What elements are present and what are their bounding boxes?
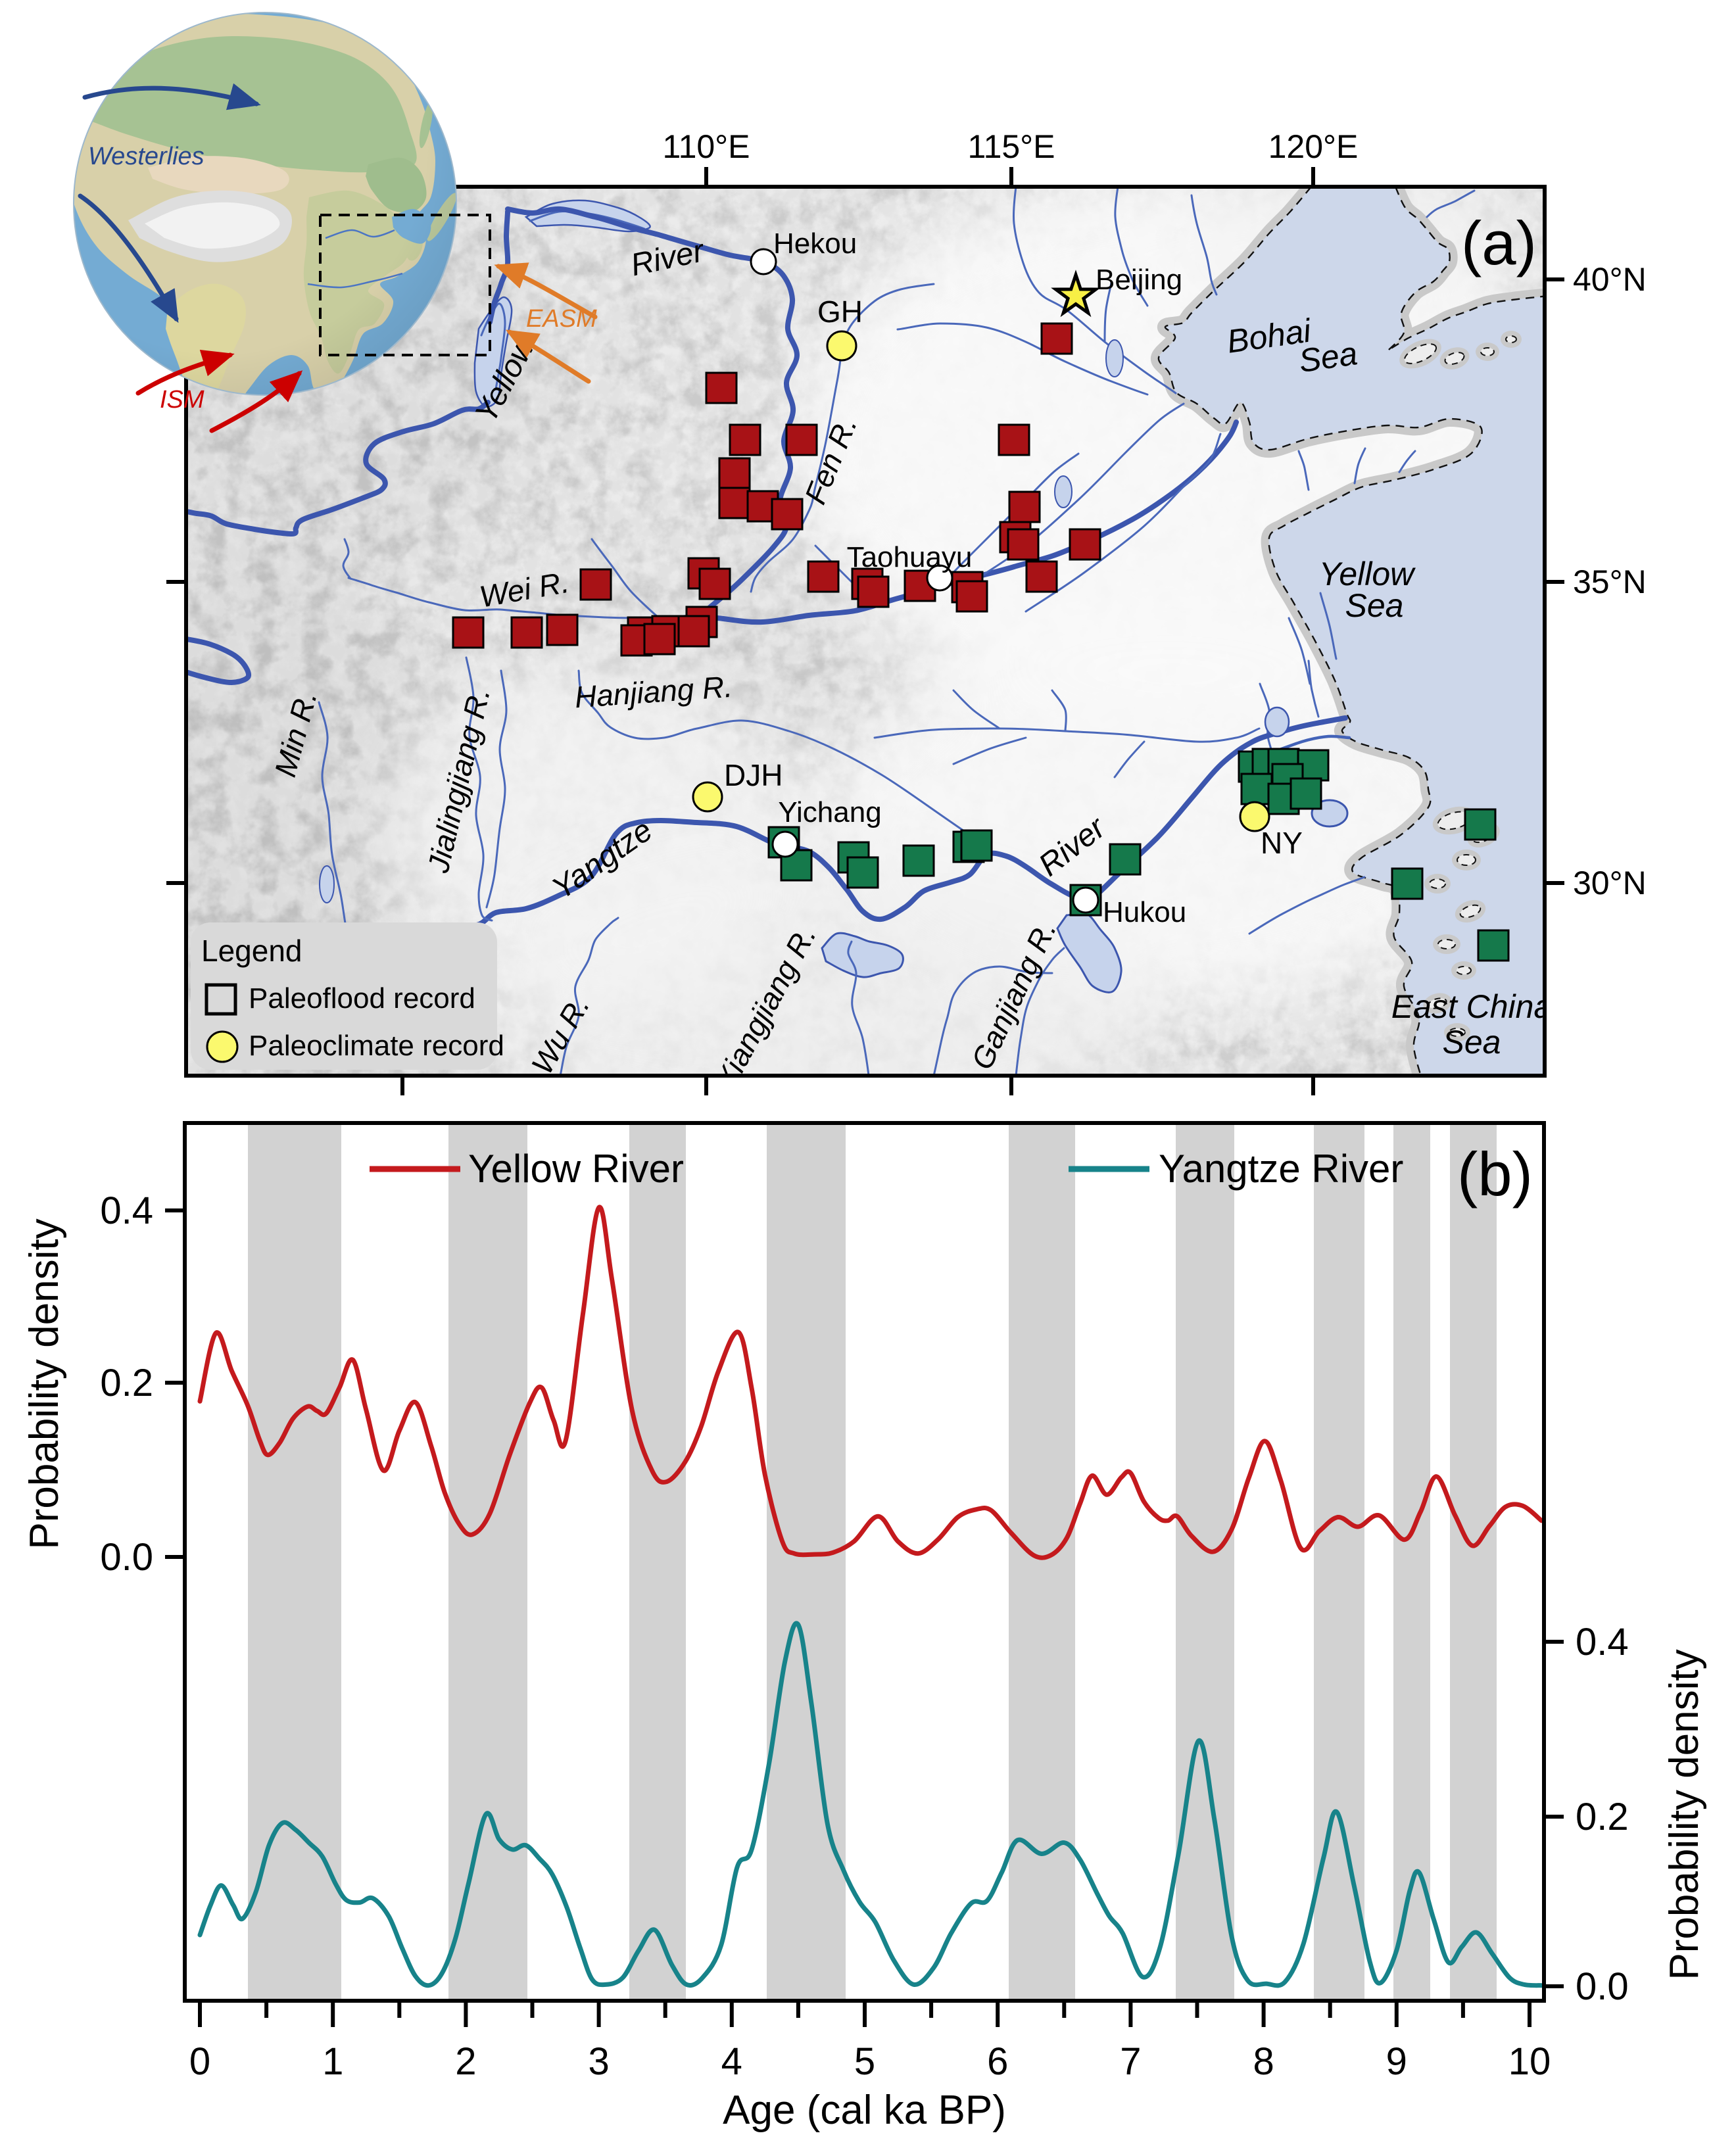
svg-text:0.2: 0.2 [100,1362,153,1404]
svg-text:(a): (a) [1461,208,1537,277]
svg-text:120°E: 120°E [1268,128,1359,165]
svg-text:6: 6 [987,2040,1008,2083]
svg-text:3: 3 [588,2040,609,2083]
svg-text:Legend: Legend [201,934,302,968]
svg-text:Paleoflood record: Paleoflood record [249,982,475,1015]
svg-text:0.2: 0.2 [1576,1796,1629,1838]
svg-text:7: 7 [1120,2040,1141,2083]
svg-text:DJH: DJH [724,758,783,792]
svg-text:0.0: 0.0 [1576,1965,1629,2008]
svg-text:Yangtze River: Yangtze River [1159,1147,1403,1191]
svg-text:0.4: 0.4 [1576,1621,1629,1663]
svg-text:30°N: 30°N [1573,865,1647,901]
svg-text:Age (cal ka BP): Age (cal ka BP) [723,2088,1006,2133]
svg-text:EASM: EASM [526,305,597,333]
svg-text:NY: NY [1261,826,1303,860]
svg-text:2: 2 [455,2040,476,2083]
svg-text:(b): (b) [1457,1139,1533,1208]
svg-text:110°E: 110°E [662,128,750,165]
svg-text:Hekou: Hekou [773,227,857,260]
svg-text:ISM: ISM [160,386,205,414]
svg-text:Sea: Sea [1443,1024,1501,1061]
svg-text:Hukou: Hukou [1103,896,1186,928]
svg-text:5: 5 [854,2040,875,2083]
svg-text:0: 0 [189,2040,210,2083]
svg-text:9: 9 [1386,2040,1407,2083]
svg-text:35°N: 35°N [1573,563,1647,600]
svg-text:1: 1 [322,2040,343,2083]
svg-text:GH: GH [817,295,863,329]
svg-text:Sea: Sea [1297,335,1360,379]
svg-text:Beijing: Beijing [1096,264,1182,296]
svg-text:10: 10 [1508,2040,1551,2083]
svg-text:115°E: 115°E [967,128,1055,165]
svg-text:Sea: Sea [1345,587,1404,624]
svg-text:0.0: 0.0 [100,1536,153,1579]
svg-text:8: 8 [1253,2040,1274,2083]
svg-text:East China: East China [1391,988,1553,1025]
svg-text:40°N: 40°N [1573,261,1647,298]
svg-text:Probability density: Probability density [1662,1649,1707,1980]
svg-text:4: 4 [721,2040,742,2083]
svg-text:Westerlies: Westerlies [88,143,205,170]
svg-text:Yellow: Yellow [1319,556,1416,592]
svg-text:Taohuayu: Taohuayu [847,541,973,573]
svg-text:0.4: 0.4 [100,1189,153,1232]
svg-text:Yichang: Yichang [778,796,881,828]
svg-text:Probability density: Probability density [22,1218,67,1549]
svg-text:Paleoclimate record: Paleoclimate record [249,1030,504,1062]
svg-text:Yellow River: Yellow River [468,1147,684,1191]
